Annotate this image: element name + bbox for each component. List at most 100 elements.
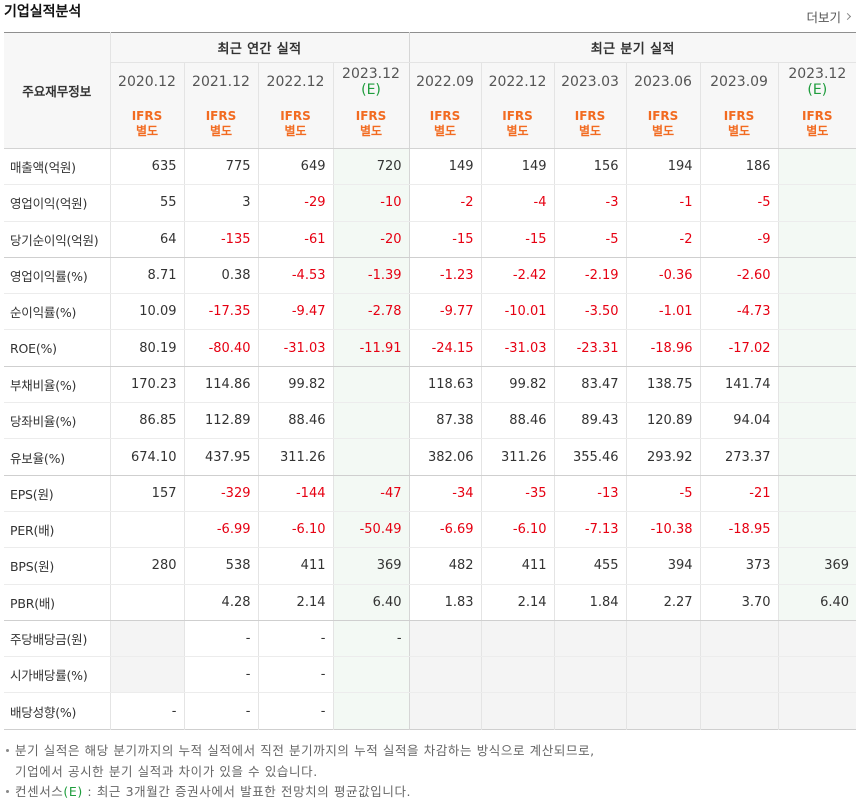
value-cell xyxy=(110,511,185,549)
empty-cell xyxy=(409,692,482,730)
empty-cell xyxy=(778,692,857,730)
value-cell: 775 xyxy=(184,148,259,186)
value-cell: 2.14 xyxy=(481,584,555,621)
value-cell xyxy=(778,366,857,404)
header-period-row: 2020.12 2021.12 2022.12 2023.12 (E) 2022.09 20… xyxy=(4,62,857,101)
value-cell: 6.40 xyxy=(778,584,857,621)
row-label: BPS(원) xyxy=(4,547,111,585)
value-cell: -5 xyxy=(700,184,779,222)
value-cell: 635 xyxy=(110,148,185,186)
empty-cell xyxy=(626,656,701,694)
value-cell: 118.63 xyxy=(409,366,482,404)
value-cell: 156 xyxy=(554,148,627,186)
row-label: 유보율(%) xyxy=(4,438,111,476)
period-header: 2023.03 xyxy=(554,62,627,101)
value-cell: -18.95 xyxy=(700,511,779,549)
section-title: 기업실적분석 xyxy=(4,4,82,20)
period-header: 2022.12 xyxy=(481,62,555,101)
value-cell: -11.91 xyxy=(333,329,410,367)
row-label: 주당배당금(원) xyxy=(4,620,111,658)
period-header: 2022.09 xyxy=(409,62,482,101)
value-cell: -4 xyxy=(481,184,555,222)
value-cell: -7.13 xyxy=(554,511,627,549)
value-cell: -9.47 xyxy=(258,293,334,331)
basis-sub-label: 별도 xyxy=(209,124,233,139)
value-cell: 94.04 xyxy=(700,402,779,440)
row-label: 배당성향(%) xyxy=(4,692,111,730)
value-cell xyxy=(778,402,857,440)
table-row: 순이익률(%) 10.09 -17.35 -9.47 -2.78 -9.77 -10.01-… xyxy=(4,293,857,331)
table-row: 당기순이익(억원) 64 -135 -61 -20 -15 -15 -5 -2 -9 xyxy=(4,221,857,258)
value-cell: -9.77 xyxy=(409,293,482,331)
value-cell: -5 xyxy=(554,221,627,258)
value-cell: 2.27 xyxy=(626,584,701,621)
table-row: 부채비율(%) 170.23 114.86 99.82 118.63 99.82 83.47… xyxy=(4,366,857,404)
basis-sub-label: 별도 xyxy=(506,124,529,139)
empty-cell xyxy=(110,620,185,658)
value-cell xyxy=(778,329,857,367)
period-header: 2021.12 xyxy=(184,62,259,101)
value-cell: -2.78 xyxy=(333,293,410,331)
value-cell: -5 xyxy=(626,475,701,512)
more-link[interactable]: 더보기 xyxy=(806,7,852,25)
header-group-row: 주요재무정보 최근 연간 실적 최근 분기 실적 xyxy=(4,32,857,149)
table-body: 매출액(억원) 635 775 649 720 149 149 156 194 186 영업이익(억… xyxy=(4,148,857,730)
value-cell: 64 xyxy=(110,221,185,258)
value-cell: -18.96 xyxy=(626,329,701,367)
bullet-icon xyxy=(6,790,9,793)
value-cell: -6.99 xyxy=(184,511,259,549)
more-link-label[interactable]: 더보기 xyxy=(806,9,841,25)
table-row: 영업이익(억원) 55 3 -29 -10 -2 -4 -3 -1 -5 xyxy=(4,184,857,222)
value-cell: 157 xyxy=(110,475,185,512)
basis-label: IFRS xyxy=(723,109,755,124)
value-cell: 3 xyxy=(184,184,259,222)
estimate-mark: (E) xyxy=(63,784,83,799)
basis-header: IFRS 별도 xyxy=(333,100,410,149)
value-cell: 120.89 xyxy=(626,402,701,440)
table-row: BPS(원) 280 538 411 369 482 411 455 394 373 369 xyxy=(4,547,857,585)
value-cell: 0.38 xyxy=(184,257,259,295)
period-label: 2023.12 xyxy=(788,65,847,82)
basis-label: IFRS xyxy=(429,109,461,124)
value-cell: -23.31 xyxy=(554,329,627,367)
value-cell: 394 xyxy=(626,547,701,585)
value-cell: -29 xyxy=(258,184,334,222)
period-header: 2022.12 xyxy=(258,62,334,101)
value-cell: -47 xyxy=(333,475,410,512)
table-row: 배당성향(%) - - - xyxy=(4,692,857,730)
value-cell: -2 xyxy=(626,221,701,258)
note-text: 기업에서 공시한 분기 실적과 차이가 있을 수 있습니다. xyxy=(15,763,318,779)
value-cell: -2.60 xyxy=(700,257,779,295)
row-label: 시가배당률(%) xyxy=(4,656,111,694)
empty-cell xyxy=(700,656,779,694)
basis-sub-label: 별도 xyxy=(727,124,751,139)
consensus-term: 컨센서스 xyxy=(15,784,64,799)
period-label: 2020.12 xyxy=(118,73,176,90)
value-cell: 87.38 xyxy=(409,402,482,440)
value-cell: 112.89 xyxy=(184,402,259,440)
value-cell: 83.47 xyxy=(554,366,627,404)
basis-sub-label: 별도 xyxy=(359,124,383,139)
value-cell: -2.42 xyxy=(481,257,555,295)
period-header: 2023.06 xyxy=(626,62,701,101)
basis-sub-label: 별도 xyxy=(806,124,829,139)
empty-cell xyxy=(626,692,701,730)
value-cell: 369 xyxy=(333,547,410,585)
period-header: 2023.12 (E) xyxy=(333,62,410,101)
table-row: 영업이익률(%) 8.71 0.38 -4.53 -1.39 -1.23 -2.42 -2.1… xyxy=(4,257,857,295)
value-cell xyxy=(778,511,857,549)
table-header: 주요재무정보 최근 연간 실적 최근 분기 실적 2020.12 2021.12 2… xyxy=(4,32,857,149)
value-cell: -1 xyxy=(626,184,701,222)
value-cell: 411 xyxy=(481,547,555,585)
period-label: 2022.12 xyxy=(266,73,325,90)
basis-label: IFRS xyxy=(802,109,833,124)
value-cell: -24.15 xyxy=(409,329,482,367)
table-row: EPS(원) 157 -329 -144 -47 -34 -35 -13 -5 -21 xyxy=(4,475,857,512)
basis-label: IFRS xyxy=(205,109,237,124)
value-cell: 273.37 xyxy=(700,438,779,476)
value-cell xyxy=(110,584,185,621)
value-cell: 4.28 xyxy=(184,584,259,621)
value-cell: 88.46 xyxy=(481,402,555,440)
chevron-right-icon[interactable] xyxy=(843,12,852,20)
value-cell: 1.83 xyxy=(409,584,482,621)
